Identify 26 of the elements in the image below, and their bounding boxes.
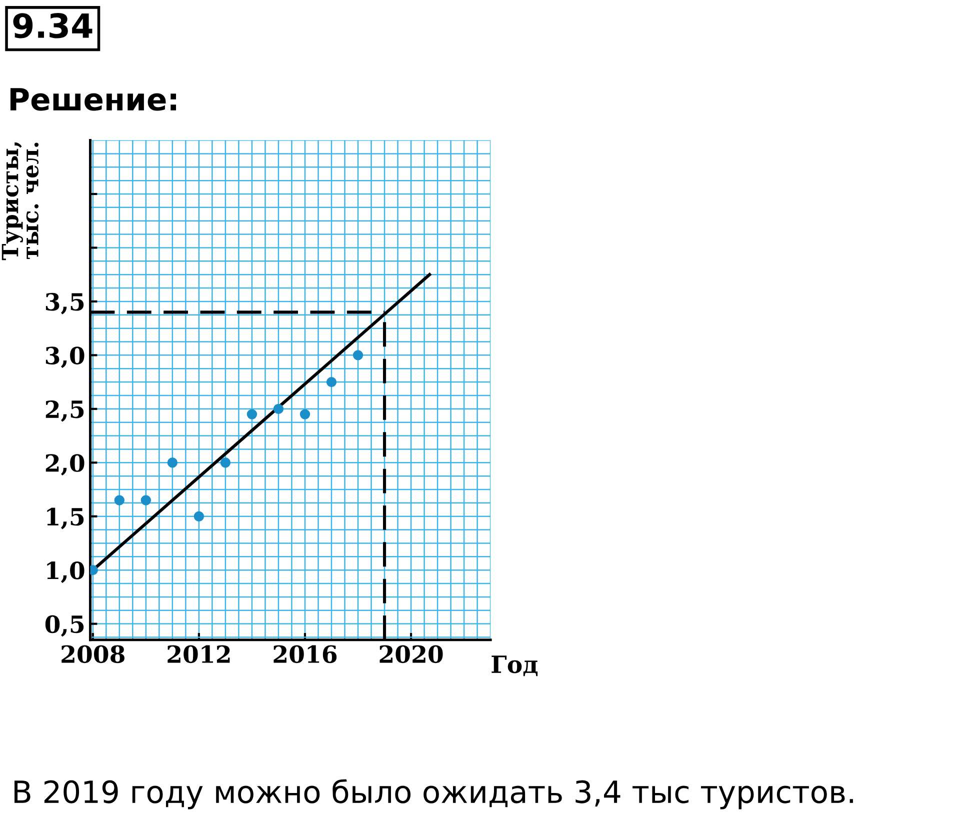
x-tick-label: 2020 (380, 645, 443, 664)
chart-title: 9.34 (13, 13, 92, 38)
y-tick-label: 0,5 (45, 615, 84, 637)
x-tick-label: 2012 (168, 645, 230, 664)
y-axis-title: Туристы, тыс. чел. (2, 142, 39, 260)
point (326, 376, 337, 388)
point (352, 350, 364, 360)
y-tick-label: 2,0 (46, 454, 84, 476)
x-axis-title: Год (492, 656, 538, 676)
y-tick-label: 3,5 (46, 292, 84, 314)
y-tick-label: 3,0 (46, 346, 84, 368)
y-tick-label: 1,5 (47, 508, 84, 530)
y-tick-label: 1,0 (47, 562, 84, 583)
y-tick-label: 2,5 (46, 400, 84, 422)
point (273, 404, 284, 414)
point (140, 495, 151, 506)
point (114, 495, 124, 506)
point (300, 409, 310, 420)
point (167, 458, 178, 468)
point (194, 511, 204, 522)
point (246, 409, 258, 420)
chart-subtitle: Решение: (10, 88, 176, 111)
text: В 2019 году можно было ожидать 3,4 тыс туристов. (14, 779, 853, 810)
x-tick-label: 2016 (274, 645, 337, 664)
point (220, 458, 231, 468)
x-tick-label: 2008 (62, 645, 124, 664)
